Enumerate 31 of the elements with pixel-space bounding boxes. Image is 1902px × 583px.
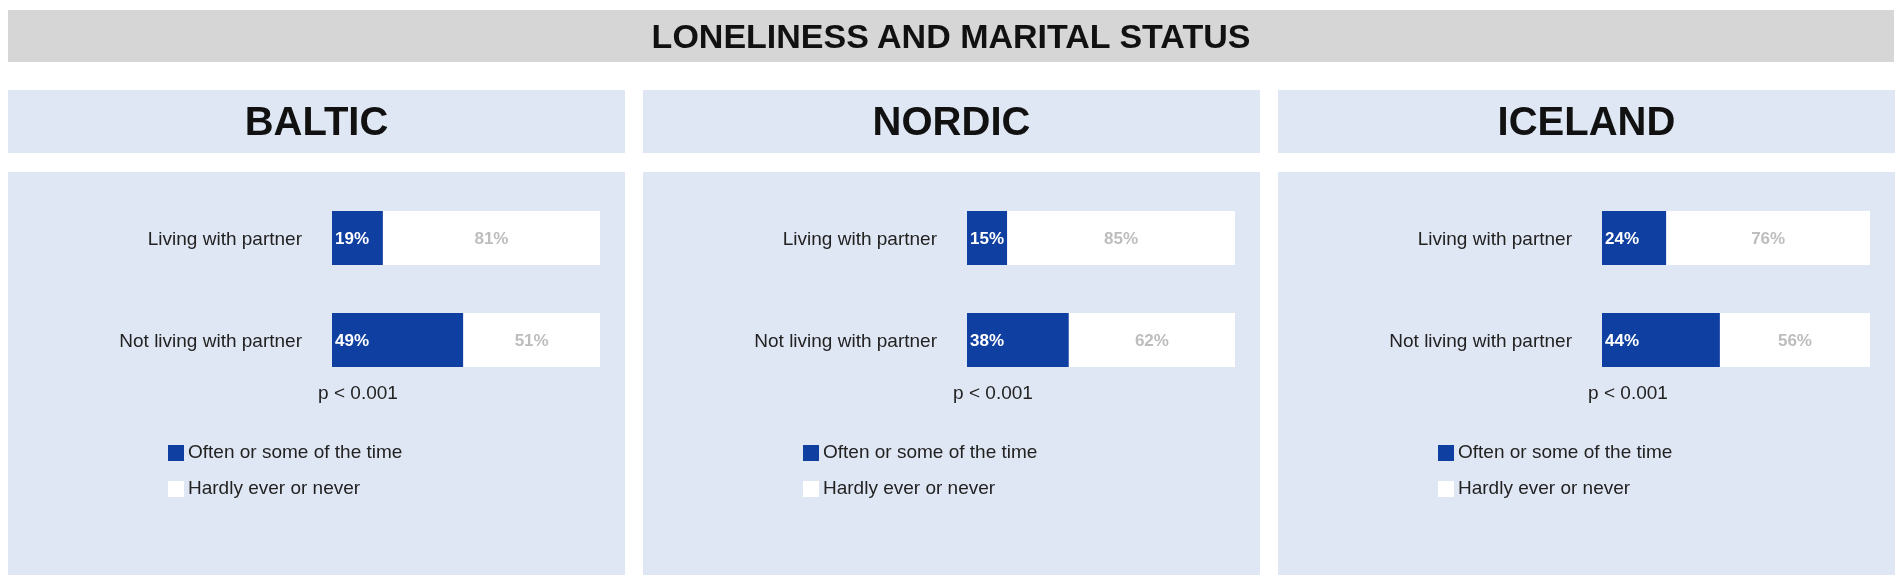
data-label: 56% xyxy=(1777,331,1812,350)
y-tick-label: Not living with partner xyxy=(1389,329,1573,351)
y-tick-label: Living with partner xyxy=(147,227,303,249)
data-label: 19% xyxy=(335,229,370,248)
chart-title: ICELAND xyxy=(1497,99,1676,144)
data-label: 81% xyxy=(474,229,509,248)
legend-label: Often or some of the time xyxy=(188,441,403,462)
legend-label: Hardly ever or never xyxy=(823,477,996,498)
annotation: p < 0.001 xyxy=(317,382,399,404)
chart-title: NORDIC xyxy=(872,99,1031,144)
data-label: 49% xyxy=(335,331,370,350)
data-label: 76% xyxy=(1751,229,1786,248)
annotation: p < 0.001 xyxy=(952,382,1034,404)
y-tick-label: Living with partner xyxy=(1417,227,1573,249)
data-label: 62% xyxy=(1134,331,1169,350)
data-label: 15% xyxy=(970,229,1005,248)
legend-label: Hardly ever or never xyxy=(188,477,361,498)
y-tick-label: Not living with partner xyxy=(119,329,303,351)
y-tick-label: Living with partner xyxy=(782,227,938,249)
legend-label: Often or some of the time xyxy=(1458,441,1673,462)
y-tick-label: Not living with partner xyxy=(754,329,938,351)
data-label: 85% xyxy=(1104,229,1139,248)
legend-label: Hardly ever or never xyxy=(1458,477,1631,498)
data-label: 51% xyxy=(514,331,549,350)
text: LONELINESS AND MARITAL STATUS xyxy=(651,16,1251,56)
data-label: 44% xyxy=(1605,331,1640,350)
annotation: p < 0.001 xyxy=(1587,382,1669,404)
data-label: 24% xyxy=(1605,229,1640,248)
chart-title: BALTIC xyxy=(244,99,389,144)
legend-label: Often or some of the time xyxy=(823,441,1038,462)
data-label: 38% xyxy=(970,331,1005,350)
